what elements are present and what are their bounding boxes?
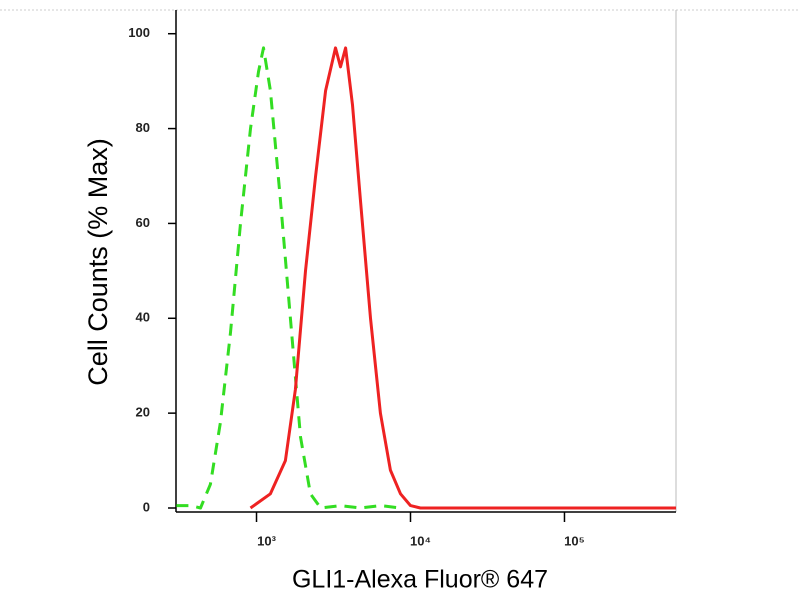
- series-line: [176, 46, 401, 510]
- y-tick-label: 100: [128, 25, 150, 40]
- x-tick-label: 10⁴: [410, 533, 431, 548]
- y-tick-label: 80: [136, 120, 150, 135]
- y-axis-label: Cell Counts (% Max): [83, 138, 113, 386]
- series-line: [249, 46, 676, 510]
- y-tick-label: 60: [136, 215, 150, 230]
- x-tick-label: 10³: [257, 533, 276, 548]
- y-tick-label: 20: [136, 405, 150, 420]
- y-tick-label: 40: [136, 310, 150, 325]
- x-tick-label: 10⁵: [564, 533, 585, 548]
- y-tick-label: 0: [143, 499, 150, 514]
- x-axis-label: GLI1-Alexa Fluor® 647: [292, 566, 548, 594]
